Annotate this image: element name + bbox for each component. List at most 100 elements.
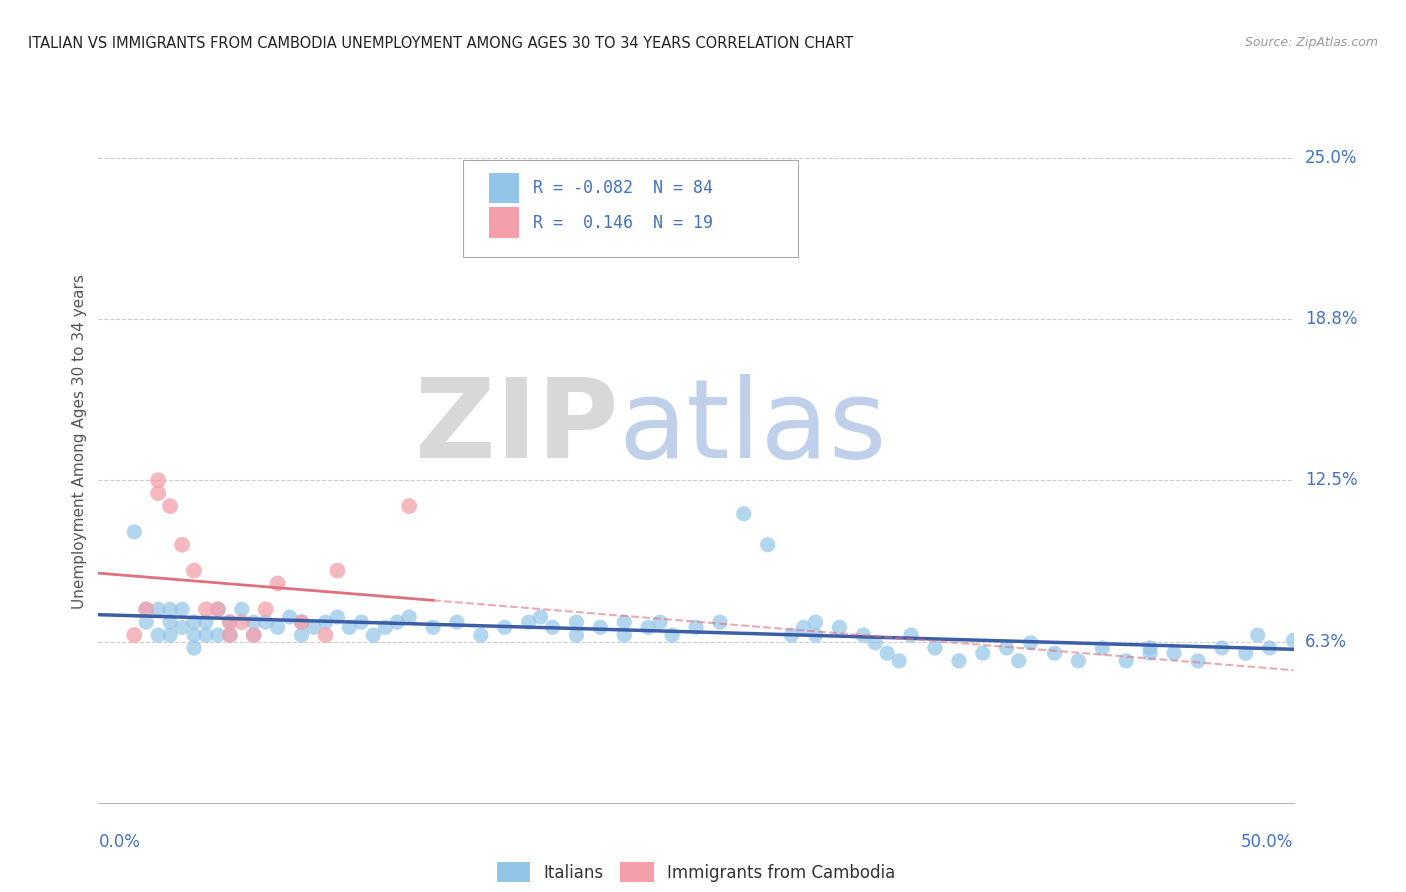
Point [1139,646,1161,660]
Point [565,615,588,630]
Point [159,602,181,616]
Point [183,628,205,642]
Point [565,628,588,642]
Point [135,602,157,616]
Point [159,628,181,642]
Point [326,564,349,578]
Point [804,615,827,630]
Point [291,615,314,630]
Point [148,486,170,500]
Point [398,499,420,513]
Point [278,610,301,624]
Text: 50.0%: 50.0% [1241,833,1294,851]
Point [972,646,994,660]
Point [780,628,803,642]
Point [231,602,253,616]
Text: 25.0%: 25.0% [1305,149,1357,167]
Point [828,620,851,634]
Point [267,620,290,634]
Point [207,628,229,642]
Text: R = -0.082  N = 84: R = -0.082 N = 84 [533,179,713,197]
Point [661,628,683,642]
Point [1139,640,1161,655]
Point [685,620,707,634]
Point [231,615,253,630]
Text: 0.0%: 0.0% [98,833,141,851]
Point [1247,628,1270,642]
Point [339,620,361,634]
Point [219,628,242,642]
Point [243,628,266,642]
Point [124,524,146,539]
Point [589,620,612,634]
Point [183,640,205,655]
Point [1091,640,1114,655]
Text: atlas: atlas [619,374,887,481]
Point [733,507,755,521]
Point [494,620,516,634]
Point [326,610,349,624]
FancyBboxPatch shape [463,160,797,257]
Point [183,564,205,578]
Point [613,615,636,630]
Point [183,615,205,630]
Point [254,602,277,616]
Text: ITALIAN VS IMMIGRANTS FROM CAMBODIA UNEMPLOYMENT AMONG AGES 30 TO 34 YEARS CORRE: ITALIAN VS IMMIGRANTS FROM CAMBODIA UNEM… [28,36,853,51]
Y-axis label: Unemployment Among Ages 30 to 34 years: Unemployment Among Ages 30 to 34 years [72,274,87,609]
Point [422,620,444,634]
Point [135,615,157,630]
Text: 6.3%: 6.3% [1305,632,1347,650]
Point [350,615,373,630]
Point [243,615,266,630]
Point [219,615,242,630]
Point [446,615,468,630]
Point [756,538,779,552]
Point [172,620,194,634]
Point [1234,646,1257,660]
Point [195,628,218,642]
Point [374,620,396,634]
Point [1115,654,1137,668]
Point [1163,646,1185,660]
Point [541,620,564,634]
Text: R =  0.146  N = 19: R = 0.146 N = 19 [533,213,713,232]
Point [648,615,672,630]
Point [172,602,194,616]
Point [315,615,337,630]
Point [159,499,181,513]
Point [1067,654,1090,668]
Point [363,628,385,642]
Point [995,640,1018,655]
Text: ZIP: ZIP [415,374,619,481]
Point [267,576,290,591]
Point [315,628,337,642]
Point [254,615,277,630]
Point [470,628,492,642]
Point [1019,636,1042,650]
Point [900,628,922,642]
Point [793,620,815,634]
Point [876,646,898,660]
Point [948,654,970,668]
Point [207,602,229,616]
Point [1258,640,1281,655]
Point [865,636,887,650]
Point [243,628,266,642]
Point [709,615,731,630]
Point [1043,646,1066,660]
Point [219,615,242,630]
Point [195,615,218,630]
Point [148,628,170,642]
Point [924,640,946,655]
Bar [489,208,519,238]
Point [804,628,827,642]
Point [517,615,540,630]
Point [291,628,314,642]
Point [889,654,911,668]
Text: Source: ZipAtlas.com: Source: ZipAtlas.com [1244,36,1378,49]
Point [135,602,157,616]
Legend: Italians, Immigrants from Cambodia: Italians, Immigrants from Cambodia [491,855,901,888]
Point [398,610,420,624]
Point [1008,654,1031,668]
Point [613,628,636,642]
